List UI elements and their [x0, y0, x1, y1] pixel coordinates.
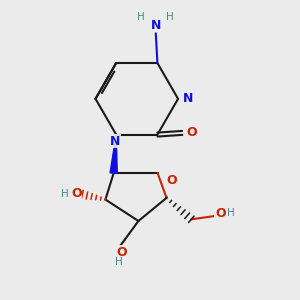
Text: N: N	[151, 19, 161, 32]
Text: O: O	[71, 187, 82, 200]
Text: H: H	[61, 189, 69, 199]
Text: O: O	[187, 126, 197, 140]
Text: O: O	[116, 246, 127, 259]
Text: N: N	[183, 92, 193, 105]
Text: H: H	[115, 256, 122, 267]
Text: H: H	[137, 12, 145, 22]
Polygon shape	[110, 135, 117, 173]
Text: H: H	[227, 208, 235, 218]
Text: O: O	[166, 174, 177, 187]
Text: N: N	[110, 135, 121, 148]
Text: H: H	[166, 12, 173, 22]
Text: O: O	[215, 207, 226, 220]
